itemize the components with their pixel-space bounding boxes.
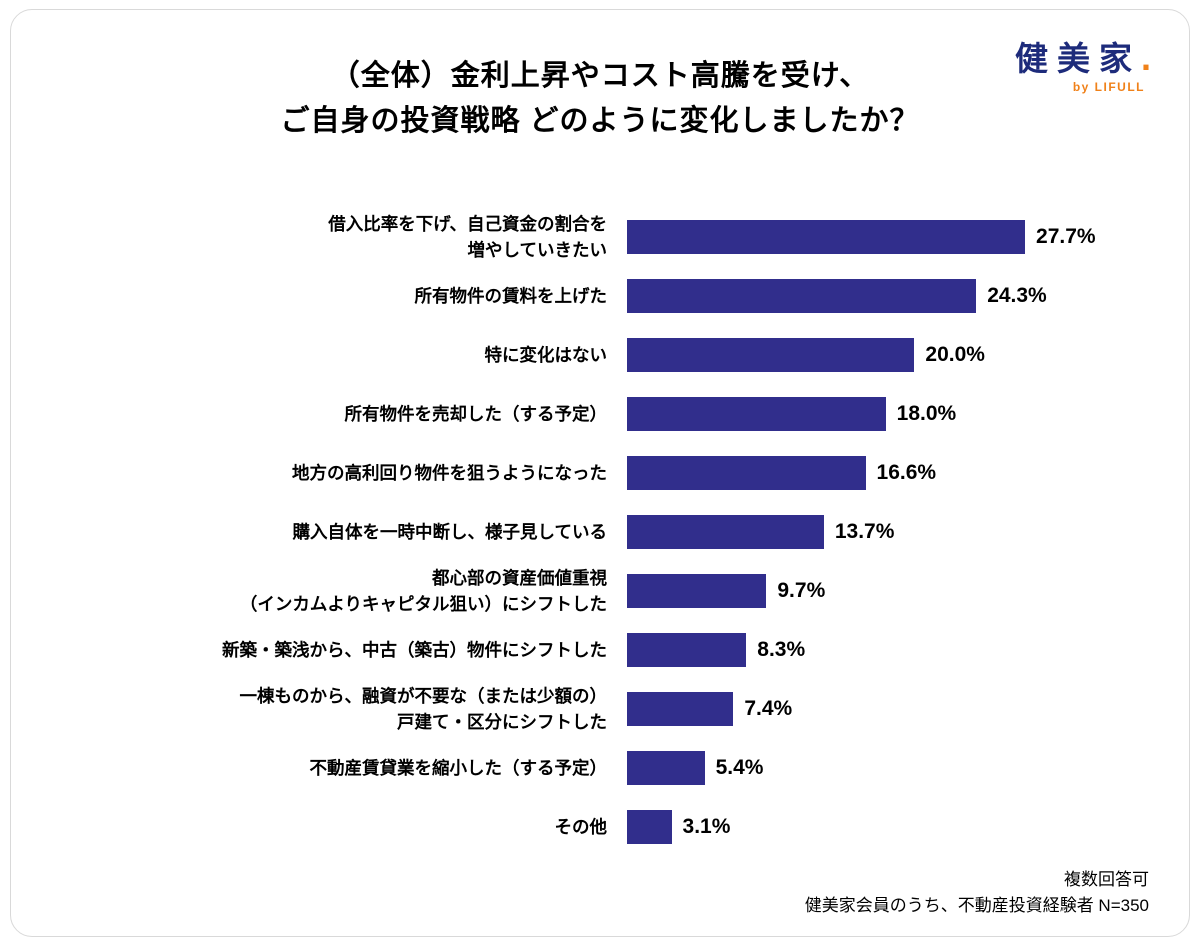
value-label: 24.3% [987, 284, 1047, 308]
bar-area: 5.4% [627, 751, 1189, 786]
page-title: （全体）金利上昇やコスト高騰を受け、 ご自身の投資戦略 どのように変化しましたか… [280, 60, 920, 137]
bar-area: 18.0% [627, 397, 1189, 432]
bar [627, 456, 866, 491]
bar-area: 13.7% [627, 515, 1189, 550]
category-label: 一棟ものから、融資が不要な（または少額の） 戸建て・区分にシフトした [239, 686, 608, 733]
footer-notes: 複数回答可 健美家会員のうち、不動産投資経験者 N=350 [805, 867, 1149, 918]
bar-area: 9.7% [627, 574, 1189, 609]
chart-row: 購入自体を一時中断し、様子見している 13.7% [11, 503, 1189, 562]
bar-area: 16.6% [627, 456, 1189, 491]
value-label: 5.4% [715, 756, 764, 780]
value-label: 8.3% [757, 638, 806, 662]
chart-row: 所有物件を売却した（する予定） 18.0% [11, 385, 1189, 444]
category-label: 不動産賃貸業を縮小した（する予定） [309, 758, 608, 779]
value-label: 27.7% [1036, 225, 1096, 249]
bar-area: 3.1% [627, 810, 1189, 845]
bar-area: 27.7% [627, 220, 1189, 255]
brand-dot: . [1140, 37, 1151, 78]
brand-name: 健美家. [1015, 38, 1151, 78]
value-label: 20.0% [925, 343, 985, 367]
value-label: 7.4% [744, 697, 793, 721]
bar-area: 24.3% [627, 279, 1189, 314]
bar [627, 397, 886, 432]
chart-row: 借入比率を下げ、自己資金の割合を 増やしていきたい 27.7% [11, 208, 1189, 267]
bar [627, 810, 672, 845]
category-label: 地方の高利回り物件を狙うようになった [292, 463, 607, 484]
bar [627, 574, 767, 609]
chart-row: 地方の高利回り物件を狙うようになった 16.6% [11, 444, 1189, 503]
bar [627, 692, 734, 727]
category-label: 購入自体を一時中断し、様子見している [292, 522, 607, 543]
chart-row: 特に変化はない 20.0% [11, 326, 1189, 385]
category-label: 新築・築浅から、中古（築古）物件にシフトした [222, 640, 607, 661]
chart-row: 都心部の資産価値重視 （インカムよりキャピタル狙い）にシフトした 9.7% [11, 562, 1189, 621]
value-label: 3.1% [682, 815, 731, 839]
bar [627, 338, 915, 373]
category-label: 特に変化はない [484, 345, 608, 366]
category-label: 所有物件の賃料を上げた [414, 286, 608, 307]
bar [627, 220, 1026, 255]
chart-row: 所有物件の賃料を上げた 24.3% [11, 267, 1189, 326]
value-label: 13.7% [834, 520, 895, 544]
bar-area: 7.4% [627, 692, 1189, 727]
value-label: 9.7% [777, 579, 826, 603]
footer-note-sample: 健美家会員のうち、不動産投資経験者 N=350 [804, 895, 1149, 915]
category-label: 借入比率を下げ、自己資金の割合を 増やしていきたい [328, 214, 607, 261]
chart-row: 新築・築浅から、中古（築古）物件にシフトした 8.3% [11, 621, 1189, 680]
footer-note-multi-answer: 複数回答可 [1064, 870, 1149, 889]
bar [627, 515, 824, 550]
bar-area: 20.0% [627, 338, 1189, 373]
brand-logo: 健美家. by LIFULL [1015, 38, 1151, 94]
bar-area: 8.3% [627, 633, 1189, 668]
chart-rows: 借入比率を下げ、自己資金の割合を 増やしていきたい 27.7% 所有物件の賃料を上げ… [11, 208, 1189, 857]
bar [627, 279, 977, 314]
chart-row: 一棟ものから、融資が不要な（または少額の） 戸建て・区分にシフトした 7.4% [11, 680, 1189, 739]
survey-chart-card: 健美家. by LIFULL （全体）金利上昇やコスト高騰を受け、 ご自身の投資… [10, 9, 1190, 937]
category-label: その他 [554, 817, 608, 838]
chart-row: 不動産賃貸業を縮小した（する予定） 5.4% [11, 739, 1189, 798]
chart-row: その他 3.1% [11, 798, 1189, 857]
value-label: 16.6% [876, 461, 937, 485]
category-label: 所有物件を売却した（する予定） [344, 404, 608, 425]
value-label: 18.0% [896, 402, 957, 426]
brand-text: 健美家 [1014, 40, 1141, 77]
brand-byline: by LIFULL [1072, 79, 1145, 94]
category-label: 都心部の資産価値重視 （インカムよりキャピタル狙い）にシフトした [239, 568, 607, 615]
bar [627, 633, 747, 668]
bar [627, 751, 705, 786]
